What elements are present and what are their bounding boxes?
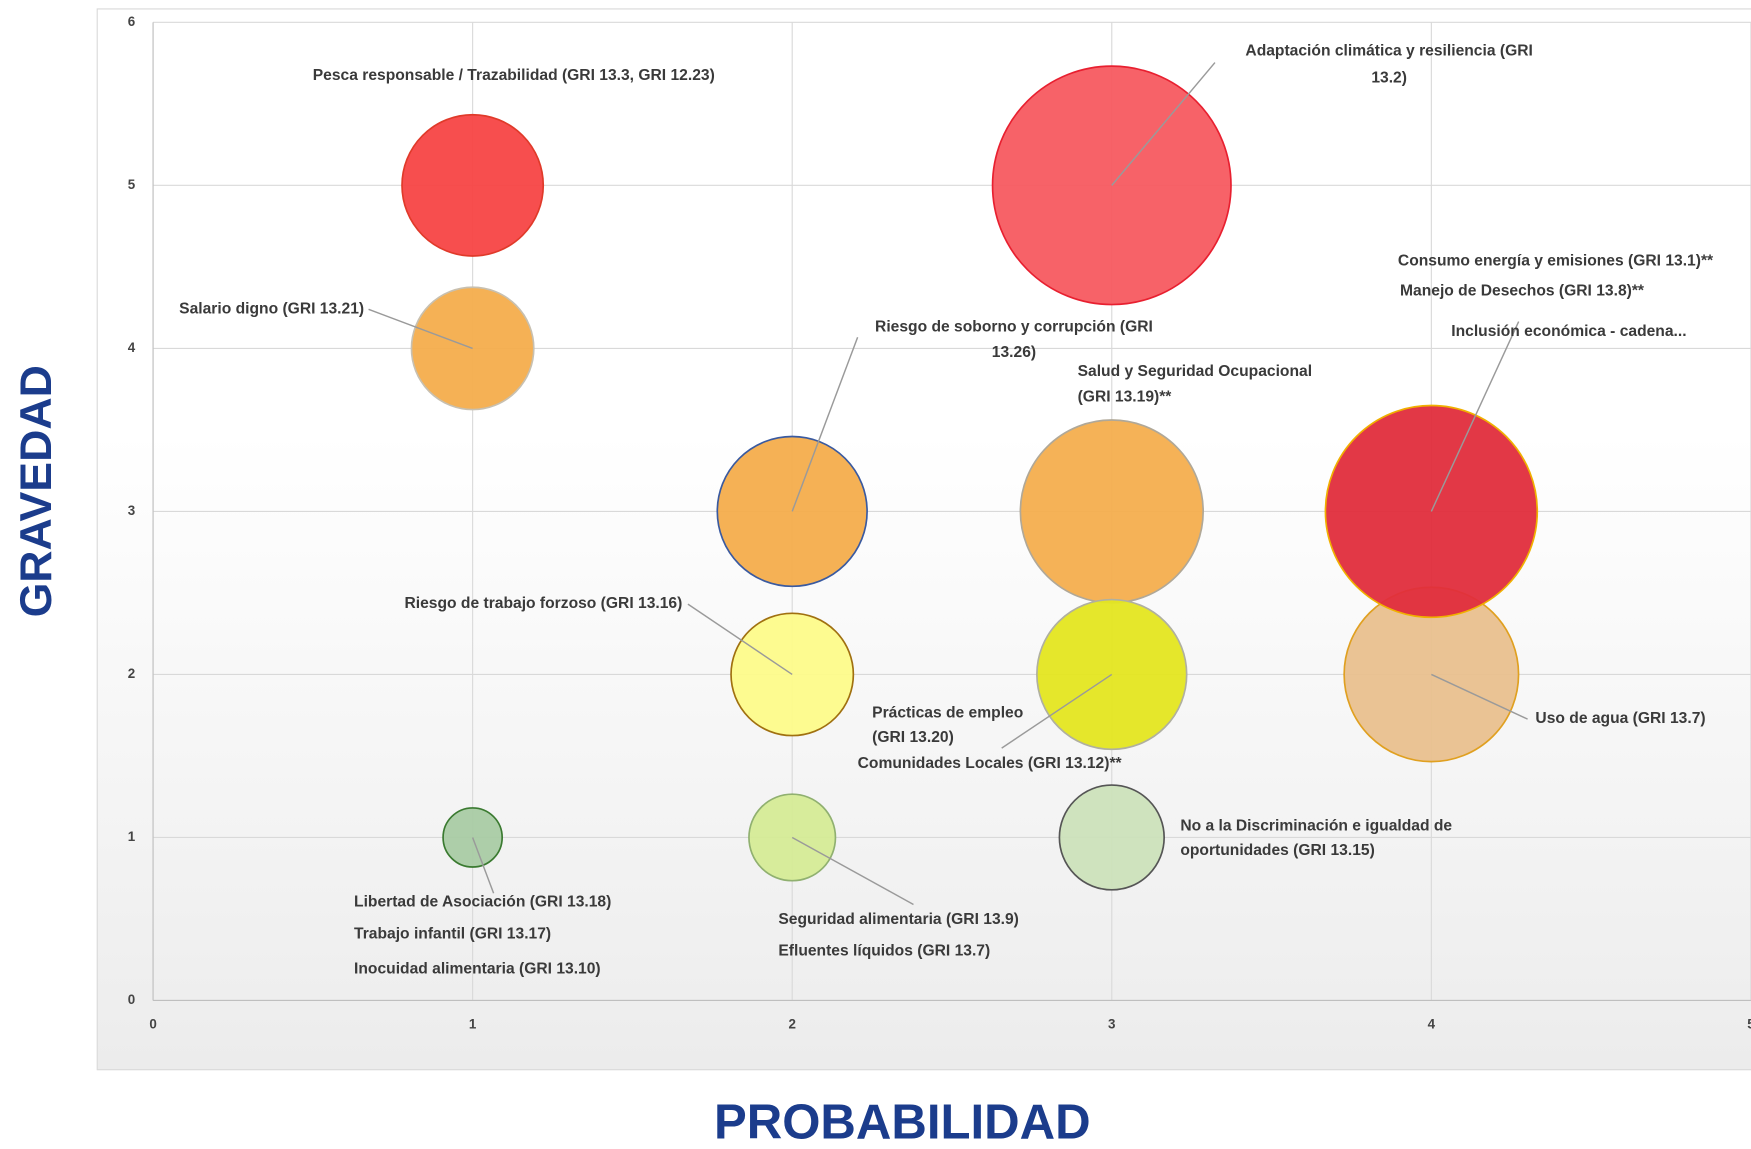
bubble-label: Libertad de Asociación (GRI 13.18) [354, 893, 611, 910]
bubble-label: 13.2) [1371, 69, 1407, 86]
bubble-label: Manejo de Desechos (GRI 13.8)** [1400, 283, 1645, 300]
leader-line [687, 603, 793, 676]
x-tick-label: 3 [1108, 1017, 1115, 1032]
y-tick-label: 3 [128, 503, 135, 518]
y-tick-label: 2 [128, 666, 135, 681]
y-axis-title: GRAVEDAD [12, 365, 61, 617]
bubble-label: Salud y Seguridad Ocupacional [1078, 363, 1312, 380]
bubble-label: Seguridad alimentaria (GRI 13.9) [778, 911, 1019, 928]
leader-line [471, 837, 495, 894]
bubble-label: Trabajo infantil (GRI 13.17) [354, 926, 551, 943]
y-tick-label: 6 [128, 14, 135, 29]
leader-line [368, 308, 473, 350]
x-tick-label: 0 [149, 1017, 156, 1032]
bubble-label: Salario digno (GRI 13.21) [179, 300, 364, 317]
leader-line [1001, 673, 1113, 749]
x-axis-title: PROBABILIDAD [714, 1096, 1091, 1149]
bubble-label: Pesca responsable / Trazabilidad (GRI 13… [313, 67, 715, 84]
bubble-label: Prácticas de empleo [872, 705, 1023, 722]
x-tick-label: 1 [469, 1017, 477, 1032]
bubble-label: Comunidades Locales (GRI 13.12)** [858, 755, 1123, 772]
leader-line [791, 836, 914, 906]
bubble [1019, 419, 1205, 604]
bubble-label: (GRI 13.19)** [1078, 389, 1173, 406]
bubble-label: Riesgo de trabajo forzoso (GRI 13.16) [404, 595, 682, 612]
leader-line [1431, 673, 1528, 720]
y-tick-label: 0 [128, 992, 135, 1007]
bubble [410, 286, 535, 411]
bubble-label: No a la Discriminación e igualdad de [1180, 817, 1452, 834]
x-tick-label: 5 [1747, 1017, 1751, 1032]
y-tick-label: 1 [128, 829, 136, 844]
leader-line [1111, 62, 1216, 186]
y-tick-label: 5 [128, 177, 136, 192]
bubble-label: (GRI 13.20) [872, 729, 954, 746]
bubble-label: Efluentes líquidos (GRI 13.7) [778, 942, 990, 959]
bubble-label: Uso de agua (GRI 13.7) [1535, 710, 1705, 727]
bubble [748, 793, 837, 882]
x-tick-label: 4 [1428, 1017, 1436, 1032]
y-tick-label: 4 [128, 340, 136, 355]
bubble-label: Consumo energía y emisiones (GRI 13.1)** [1398, 252, 1714, 269]
bubble-label: Riesgo de soborno y corrupción (GRI [875, 318, 1153, 335]
bubble-label: Inclusión económica - cadena... [1451, 323, 1686, 340]
bubble-label: oportunidades (GRI 13.15) [1180, 842, 1374, 859]
bubble-label: 13.26) [992, 344, 1036, 361]
bubble [716, 435, 868, 588]
bubble [1058, 784, 1165, 891]
x-tick-label: 2 [788, 1017, 795, 1032]
leader-line [791, 336, 859, 512]
bubble [401, 113, 545, 257]
bubble-label: Inocuidad alimentaria (GRI 13.10) [354, 960, 601, 977]
leader-line [1430, 321, 1520, 512]
bubble-label: Adaptación climática y resiliencia (GRI [1245, 42, 1532, 59]
